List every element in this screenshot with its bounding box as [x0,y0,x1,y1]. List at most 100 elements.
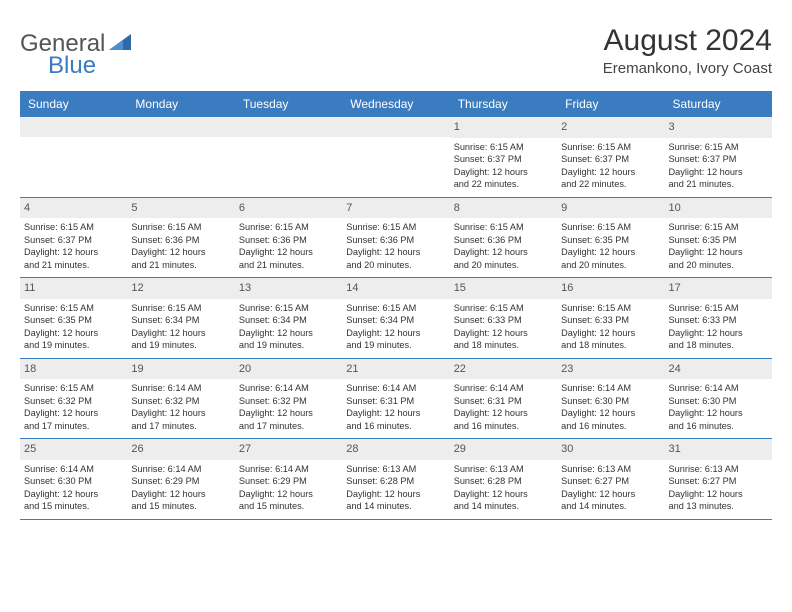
day-number: 4 [20,198,127,219]
day-number: 30 [557,439,664,460]
day-info-line: Sunrise: 6:15 AM [454,141,553,153]
month-title: August 2024 [603,24,772,58]
day-info-line: and 15 minutes. [239,500,338,512]
day-info-line: Sunset: 6:27 PM [669,475,768,487]
day-info-line: Sunset: 6:36 PM [131,234,230,246]
day-info-line: Daylight: 12 hours [346,327,445,339]
day-number: 21 [342,359,449,380]
day-number: 17 [665,278,772,299]
day-info-line: Sunrise: 6:15 AM [454,221,553,233]
day-info-line: Sunset: 6:29 PM [239,475,338,487]
day-info-line: Sunrise: 6:14 AM [24,463,123,475]
day-info-line: and 21 minutes. [669,178,768,190]
day-number: 14 [342,278,449,299]
dow-cell: Wednesday [342,91,449,117]
day-info-line: and 18 minutes. [669,339,768,351]
day-info-line: and 16 minutes. [669,420,768,432]
day-info-line: Sunrise: 6:14 AM [454,382,553,394]
logo-text-blue: Blue [48,52,96,79]
day-info-line: Sunrise: 6:14 AM [669,382,768,394]
day-info-line: Sunrise: 6:15 AM [346,221,445,233]
day-info-line: Daylight: 12 hours [239,407,338,419]
day-cell: 24Sunrise: 6:14 AMSunset: 6:30 PMDayligh… [665,359,772,439]
day-number: 13 [235,278,342,299]
day-info-line: and 19 minutes. [24,339,123,351]
day-number: 10 [665,198,772,219]
day-info-line: Daylight: 12 hours [669,246,768,258]
day-info-line: Sunrise: 6:15 AM [239,302,338,314]
day-info-line: Sunset: 6:35 PM [561,234,660,246]
day-info-line: Sunrise: 6:15 AM [131,302,230,314]
logo-triangle-icon [109,34,131,57]
day-info-line: and 16 minutes. [561,420,660,432]
day-info-line: and 18 minutes. [561,339,660,351]
day-cell: 10 Sunrise: 6:15 AMSunset: 6:35 PMDayligh… [665,198,772,278]
day-info-line: Sunset: 6:33 PM [669,314,768,326]
week-row: 25Sunrise: 6:14 AMSunset: 6:30 PMDayligh… [20,439,772,520]
day-info-line: Sunrise: 6:15 AM [669,221,768,233]
day-info-line: and 17 minutes. [24,420,123,432]
day-info-line: Sunset: 6:36 PM [239,234,338,246]
day-info-line: and 20 minutes. [346,259,445,271]
day-info-line: and 15 minutes. [24,500,123,512]
week-row: 1Sunrise: 6:15 AMSunset: 6:37 PMDaylight… [20,117,772,198]
day-info-line: Sunset: 6:37 PM [24,234,123,246]
day-number: 26 [127,439,234,460]
day-info-line: and 22 minutes. [454,178,553,190]
day-info-line: Daylight: 12 hours [669,407,768,419]
day-info-line: Sunset: 6:37 PM [454,153,553,165]
day-info-line: and 17 minutes. [131,420,230,432]
day-info-line: and 14 minutes. [561,500,660,512]
day-number: 20 [235,359,342,380]
day-info-line: Sunset: 6:34 PM [239,314,338,326]
day-cell [342,117,449,197]
day-cell: 20Sunrise: 6:14 AMSunset: 6:32 PMDayligh… [235,359,342,439]
day-info-line: Daylight: 12 hours [346,488,445,500]
week-row: 11Sunrise: 6:15 AMSunset: 6:35 PMDayligh… [20,278,772,359]
day-cell [127,117,234,197]
day-info-line: Sunrise: 6:15 AM [239,221,338,233]
day-info-line: Daylight: 12 hours [561,488,660,500]
day-info-line: Sunset: 6:33 PM [561,314,660,326]
day-cell: 31Sunrise: 6:13 AMSunset: 6:27 PMDayligh… [665,439,772,519]
day-info-line: and 19 minutes. [239,339,338,351]
day-info-line: and 15 minutes. [131,500,230,512]
day-info-line: and 20 minutes. [454,259,553,271]
day-info-line: and 19 minutes. [131,339,230,351]
logo: General Blue [20,30,131,58]
day-cell: 28Sunrise: 6:13 AMSunset: 6:28 PMDayligh… [342,439,449,519]
day-info-line: Daylight: 12 hours [131,407,230,419]
day-number: 31 [665,439,772,460]
day-info-line: and 20 minutes. [669,259,768,271]
day-info-line: Daylight: 12 hours [561,166,660,178]
day-cell: 4Sunrise: 6:15 AMSunset: 6:37 PMDaylight… [20,198,127,278]
day-info-line: Daylight: 12 hours [669,327,768,339]
day-number: 5 [127,198,234,219]
day-info-line: Sunset: 6:30 PM [24,475,123,487]
day-info-line: Sunset: 6:35 PM [669,234,768,246]
day-cell: 5Sunrise: 6:15 AMSunset: 6:36 PMDaylight… [127,198,234,278]
day-cell: 17Sunrise: 6:15 AMSunset: 6:33 PMDayligh… [665,278,772,358]
day-cell: 16Sunrise: 6:15 AMSunset: 6:33 PMDayligh… [557,278,664,358]
day-info-line: Sunset: 6:31 PM [454,395,553,407]
day-number: 3 [665,117,772,138]
day-cell: 25Sunrise: 6:14 AMSunset: 6:30 PMDayligh… [20,439,127,519]
day-number: 8 [450,198,557,219]
day-cell: 18Sunrise: 6:15 AMSunset: 6:32 PMDayligh… [20,359,127,439]
day-number: 19 [127,359,234,380]
day-info-line: and 14 minutes. [346,500,445,512]
day-cell: 27Sunrise: 6:14 AMSunset: 6:29 PMDayligh… [235,439,342,519]
day-info-line: Sunrise: 6:14 AM [131,463,230,475]
day-info-line: Daylight: 12 hours [561,327,660,339]
empty-day-bar [235,117,342,137]
day-info-line: and 21 minutes. [131,259,230,271]
dow-cell: Monday [127,91,234,117]
day-cell: 3Sunrise: 6:15 AMSunset: 6:37 PMDaylight… [665,117,772,197]
day-cell: 7Sunrise: 6:15 AMSunset: 6:36 PMDaylight… [342,198,449,278]
day-info-line: Sunset: 6:37 PM [669,153,768,165]
week-row: 18Sunrise: 6:15 AMSunset: 6:32 PMDayligh… [20,359,772,440]
day-info-line: Sunrise: 6:14 AM [239,382,338,394]
calendar: SundayMondayTuesdayWednesdayThursdayFrid… [20,91,772,520]
day-info-line: Daylight: 12 hours [454,407,553,419]
day-info-line: Daylight: 12 hours [24,246,123,258]
